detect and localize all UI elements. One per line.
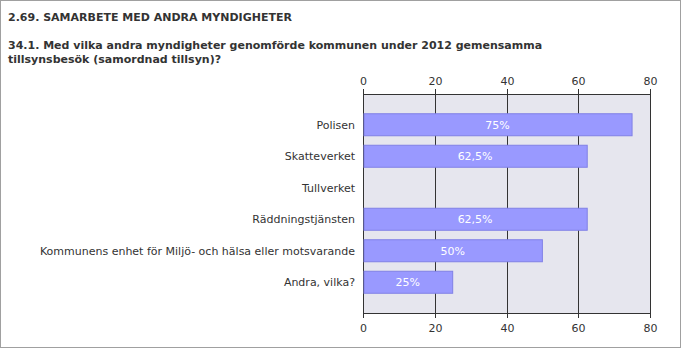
tick-mark	[650, 313, 651, 318]
bars	[364, 114, 632, 294]
tick-label: 40	[501, 322, 515, 335]
tick-mark	[435, 89, 436, 94]
bar	[364, 208, 587, 230]
tick-mark	[650, 89, 651, 94]
tick-label: 20	[429, 75, 443, 88]
bar	[364, 145, 587, 167]
data-label: 25%	[396, 276, 420, 289]
outer-frame	[1, 1, 681, 348]
axis-line	[363, 94, 650, 95]
data-label: 62,5%	[458, 213, 493, 226]
category-label: Räddningstjänsten	[252, 213, 355, 226]
axis-line	[363, 313, 650, 314]
category-label: Kommunens enhet för Miljö- och hälsa ell…	[40, 245, 355, 258]
bar	[364, 114, 632, 136]
data-label: 62,5%	[458, 150, 493, 163]
grid-line	[650, 94, 651, 313]
category-label: Andra, vilka?	[284, 276, 355, 289]
tick-mark	[578, 89, 579, 94]
bar	[364, 240, 542, 262]
bar	[364, 177, 365, 199]
bar	[364, 271, 453, 293]
tick-label: 40	[501, 75, 515, 88]
tick-label: 20	[429, 322, 443, 335]
labels: Polisen 75% Skatteverket 62,5% Tullverket Räd…	[40, 119, 510, 290]
subtitle: 34.1. Med vilka andra myndigheter genomf…	[8, 39, 542, 66]
tick-label: 0	[360, 322, 367, 335]
chart-svg: 2.69. SAMARBETE MED ANDRA MYNDIGHETER 34.…	[0, 0, 681, 348]
category-label: Skatteverket	[285, 150, 356, 163]
tick-label: 80	[644, 322, 658, 335]
tick-label: 0	[360, 75, 367, 88]
data-label: 50%	[440, 245, 464, 258]
tick-label: 80	[644, 75, 658, 88]
category-label: Tullverket	[301, 182, 356, 195]
tick-label: 60	[572, 75, 586, 88]
data-label: 75%	[485, 119, 509, 132]
title: 2.69. SAMARBETE MED ANDRA MYNDIGHETER	[8, 11, 292, 24]
tick-mark	[363, 89, 364, 94]
plot-background	[363, 94, 650, 313]
tick-label: 60	[572, 322, 586, 335]
tick-mark	[507, 89, 508, 94]
category-label: Polisen	[316, 119, 355, 132]
chart-container: 2.69. SAMARBETE MED ANDRA MYNDIGHETER 34.…	[0, 0, 681, 348]
